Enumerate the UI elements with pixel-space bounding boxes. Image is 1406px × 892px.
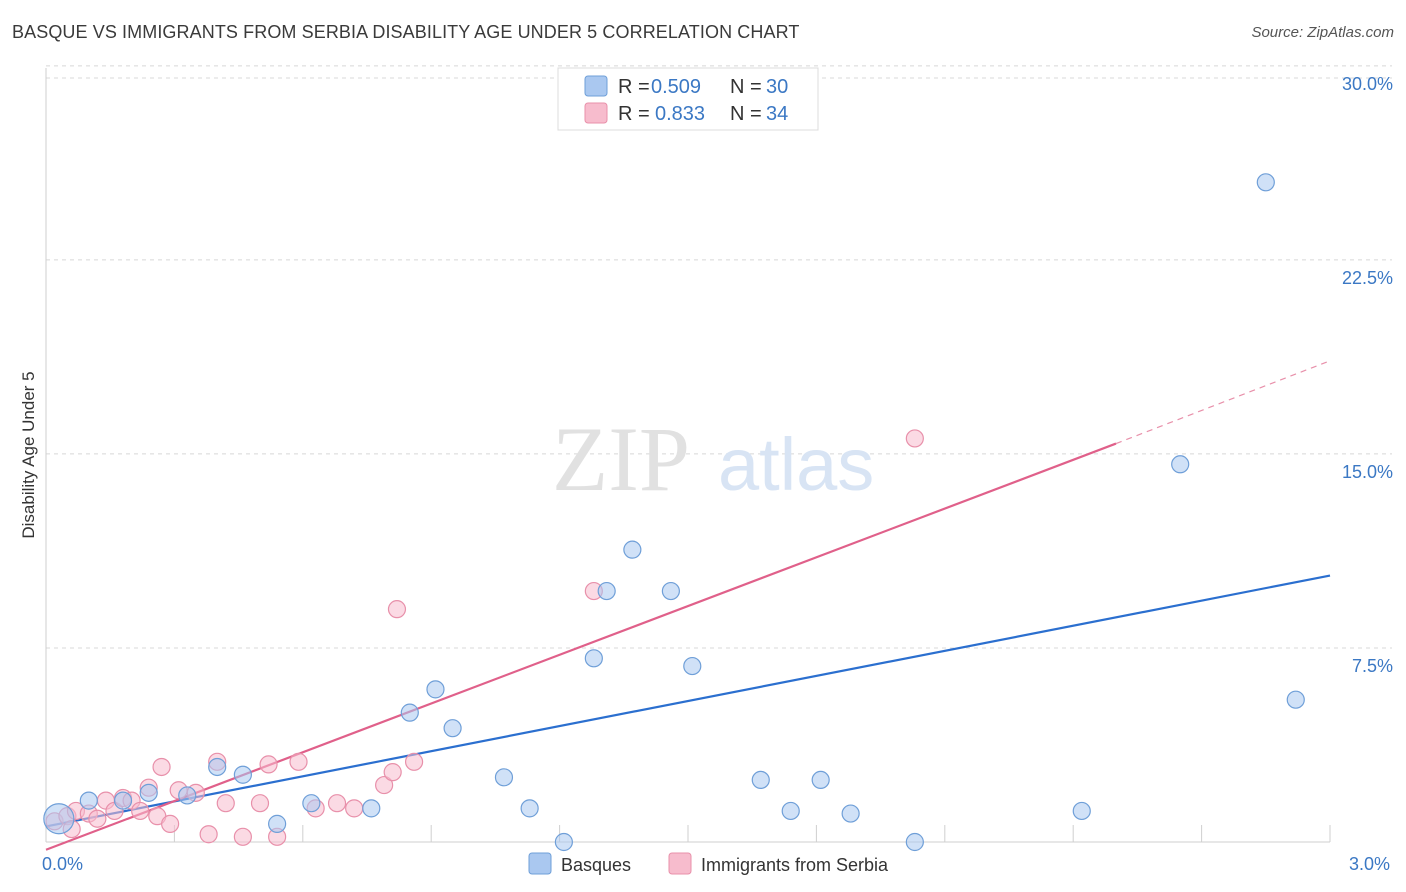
basques-point [1171,455,1190,474]
y-tick-label: 7.5% [1352,656,1393,676]
x-tick-label-min: 0.0% [42,854,83,874]
serbia-point [216,794,235,813]
basques-point [623,540,642,559]
legend-swatch-serbia [584,102,608,124]
legend-n-value-serbia: 34 [766,103,788,125]
legend-r-value-serbia: 0.833 [655,103,705,125]
basques-point [554,832,573,852]
serbia-point [250,794,270,813]
basques-points [43,173,1305,852]
serbia-point [383,763,402,782]
serbia-trend-line [45,442,1117,851]
basques-point [79,791,98,810]
legend-r-label-serbia: R = [618,103,650,125]
x-tick-labels: 0.0% 3.0% [42,854,1390,874]
serbia-point [387,600,407,619]
basques-point [494,768,514,787]
series-legend-swatch-basques [528,852,552,875]
basques-point [426,680,445,699]
serbia-point [152,757,171,777]
legend-r-value-basques: 0.509 [651,76,701,98]
basques-point [661,581,680,601]
basques-point [400,703,419,722]
y-tick-labels: 7.5% 15.0% 22.5% 30.0% [1342,74,1393,676]
legend-n-value-basques: 30 [766,76,788,98]
watermark-atlas: atlas [718,423,874,506]
basques-point [362,799,381,818]
legend-r-label-basques: R = [618,76,650,98]
serbia-point [131,801,150,821]
serbia-point [905,429,924,448]
basques-point [584,649,603,668]
y-tick-label: 30.0% [1342,74,1393,94]
basques-point [1286,690,1305,709]
basques-point [139,783,158,802]
basques-point [302,794,321,813]
x-tick-label-max: 3.0% [1349,854,1390,874]
basques-point [233,765,252,784]
serbia-point [289,752,308,771]
grid-lines [45,65,1392,842]
basques-point [268,814,287,833]
legend-n-label-basques: N = [730,76,762,98]
legend-swatch-basques [584,75,608,97]
basques-point [781,801,800,821]
source-label: Source: ZipAtlas.com [1251,24,1394,41]
basques-point [905,832,924,852]
trend-lines [45,360,1331,851]
basques-point [520,799,539,818]
basques-point [751,770,770,790]
watermark-zip: ZIP [552,408,690,510]
basques-point [43,803,75,835]
basques-point [1256,173,1275,192]
serbia-point [233,827,252,846]
basques-point [811,770,830,790]
watermark: ZIP atlas [552,408,874,510]
serbia-trend-extension [1115,360,1331,445]
series-legend-swatch-serbia [668,852,692,875]
legend-n-label-serbia: N = [730,103,762,125]
chart-title: BASQUE VS IMMIGRANTS FROM SERBIA DISABIL… [12,22,800,42]
serbia-point [88,809,107,828]
basques-trend-line [45,574,1331,828]
series-legend: Basques Immigrants from Serbia [528,852,889,875]
y-tick-label: 22.5% [1342,268,1393,288]
serbia-point [259,755,278,774]
basques-point [178,786,197,805]
basques-point [1072,801,1091,821]
serbia-point [199,825,218,844]
basques-point [208,757,227,777]
basques-point [443,719,462,738]
y-axis-title: Disability Age Under 5 [19,371,38,538]
series-legend-label-serbia: Immigrants from Serbia [701,855,889,875]
series-legend-label-basques: Basques [561,855,631,875]
serbia-point [404,752,424,771]
axes [45,68,1330,843]
stats-legend: R = 0.509 N = 30 R = 0.833 N = 34 [557,67,819,131]
basques-point [113,791,133,810]
serbia-point [161,814,180,833]
serbia-point [327,794,347,813]
basques-point [597,581,616,601]
basques-point [683,656,702,676]
serbia-point [375,775,394,795]
y-tick-label: 15.0% [1342,462,1393,482]
serbia-point [345,799,364,818]
basques-point [841,804,860,823]
